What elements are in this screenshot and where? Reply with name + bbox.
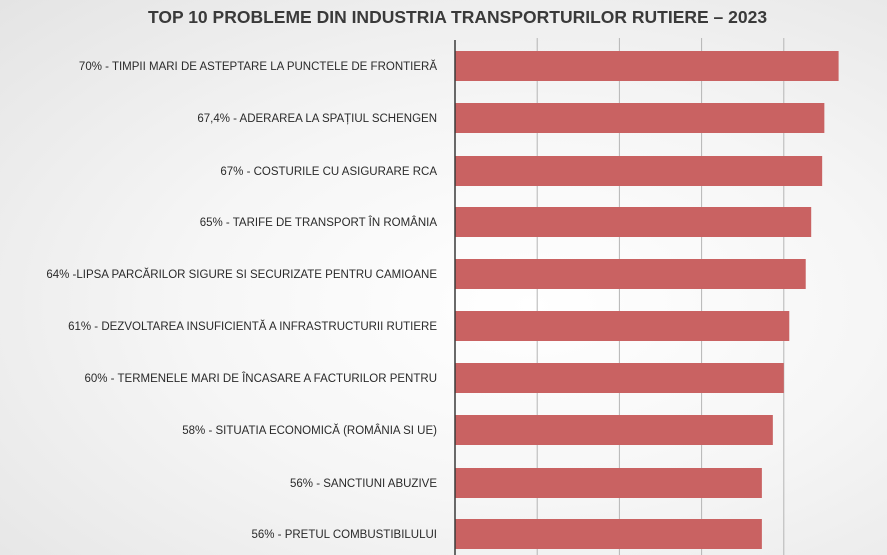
- category-label: 58% - SITUATIA ECONOMICĂ (ROMÂNIA SI UE): [182, 424, 437, 437]
- category-label: 60% - TERMENELE MARI DE ÎNCASARE A FACTU…: [84, 372, 437, 385]
- bar: [455, 311, 790, 341]
- bar: [455, 51, 839, 81]
- category-label: 70% - TIMPII MARI DE ASTEPTARE LA PUNCTE…: [79, 60, 437, 73]
- bar: [455, 468, 762, 498]
- chart-title: TOP 10 PROBLEME DIN INDUSTRIA TRANSPORTU…: [148, 7, 767, 27]
- bar: [455, 156, 823, 186]
- bar: [455, 519, 762, 549]
- category-label: 67,4% - ADERAREA LA SPAȚIUL SCHENGEN: [197, 113, 437, 125]
- bar: [455, 259, 806, 289]
- category-label: 64% -LIPSA PARCĂRILOR SIGURE SI SECURIZA…: [46, 268, 437, 281]
- category-label: 67% - COSTURILE CU ASIGURARE RCA: [220, 166, 437, 178]
- category-labels: 70% - TIMPII MARI DE ASTEPTARE LA PUNCTE…: [46, 60, 437, 541]
- bar: [455, 363, 784, 393]
- bar: [455, 103, 825, 133]
- category-label: 56% - SANCTIUNI ABUZIVE: [290, 478, 437, 490]
- bar: [455, 415, 773, 445]
- bar: [455, 207, 812, 237]
- bars: [455, 51, 839, 549]
- category-label: 65% - TARIFE DE TRANSPORT ÎN ROMÂNIA: [200, 216, 438, 229]
- category-label: 61% - DEZVOLTAREA INSUFICIENTĂ A INFRAST…: [68, 320, 437, 333]
- category-label: 56% - PRETUL COMBUSTIBILULUI: [251, 529, 437, 541]
